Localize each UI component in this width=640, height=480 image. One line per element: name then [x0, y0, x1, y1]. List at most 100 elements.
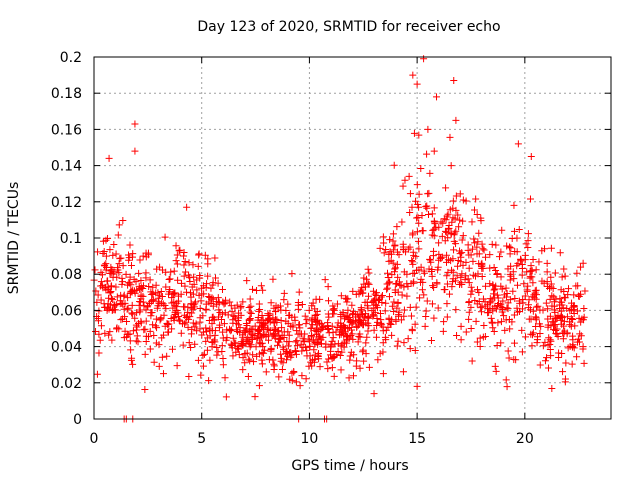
data-point — [229, 352, 237, 360]
data-point — [139, 252, 147, 260]
data-point — [298, 347, 306, 355]
data-point — [500, 312, 508, 320]
data-point — [181, 282, 189, 290]
data-point — [430, 284, 438, 292]
data-point — [324, 365, 332, 373]
data-point — [238, 342, 246, 350]
data-point — [444, 210, 452, 218]
data-point — [216, 309, 224, 317]
data-point — [158, 292, 166, 300]
data-point — [435, 223, 443, 231]
data-point — [128, 301, 136, 309]
data-point — [473, 286, 481, 294]
data-point — [294, 305, 302, 313]
data-point — [561, 272, 569, 280]
data-point — [123, 330, 131, 338]
data-point — [565, 285, 573, 293]
data-point — [387, 321, 395, 329]
data-point — [498, 304, 506, 312]
data-point — [551, 269, 559, 277]
data-point — [349, 372, 357, 380]
data-point — [251, 322, 259, 330]
data-point — [258, 360, 266, 368]
data-point — [489, 281, 497, 289]
data-point — [104, 235, 112, 243]
data-point — [404, 335, 412, 343]
data-point — [413, 228, 421, 236]
data-point — [93, 370, 101, 378]
data-point — [340, 339, 348, 347]
data-point — [109, 251, 117, 259]
data-point — [101, 329, 109, 337]
data-point — [171, 313, 179, 321]
data-point — [142, 253, 150, 261]
data-point — [229, 319, 237, 327]
data-point — [457, 322, 465, 330]
data-point — [415, 245, 423, 253]
data-point — [292, 338, 300, 346]
data-point — [180, 272, 188, 280]
data-point — [249, 351, 257, 359]
data-point — [394, 299, 402, 307]
data-point — [135, 282, 143, 290]
data-point — [518, 271, 526, 279]
data-point — [277, 350, 285, 358]
data-point — [219, 328, 227, 336]
y-tick-label: 0.18 — [51, 86, 82, 102]
data-point — [180, 261, 188, 269]
data-point — [133, 323, 141, 331]
data-point — [522, 240, 530, 248]
data-point — [497, 273, 505, 281]
data-point — [418, 227, 426, 235]
data-point — [232, 326, 240, 334]
data-point — [394, 337, 402, 345]
data-point — [309, 356, 317, 364]
data-point — [475, 260, 483, 268]
data-point — [127, 262, 135, 270]
data-point — [257, 282, 265, 290]
data-point — [303, 346, 311, 354]
data-point — [288, 351, 296, 359]
data-point — [137, 319, 145, 327]
data-point — [446, 133, 454, 141]
data-point — [414, 201, 422, 209]
data-point — [124, 281, 132, 289]
data-point — [124, 304, 132, 312]
data-point — [452, 192, 460, 200]
data-point — [187, 330, 195, 338]
data-point — [491, 285, 499, 293]
data-point — [479, 245, 487, 253]
data-point — [429, 226, 437, 234]
data-point — [490, 286, 498, 294]
data-point — [510, 311, 518, 319]
data-point — [295, 288, 303, 296]
data-point — [285, 331, 293, 339]
data-point — [106, 328, 114, 336]
data-point — [442, 216, 450, 224]
data-point — [424, 125, 432, 133]
data-point — [371, 309, 379, 317]
data-point — [241, 350, 249, 358]
data-point — [411, 347, 419, 355]
data-point — [573, 353, 581, 361]
data-point — [486, 251, 494, 259]
data-point — [310, 346, 318, 354]
data-point — [386, 236, 394, 244]
data-point — [518, 326, 526, 334]
data-point — [211, 254, 219, 262]
data-point — [325, 313, 333, 321]
data-point — [272, 315, 280, 323]
data-point — [415, 219, 423, 227]
data-point — [117, 316, 125, 324]
data-point — [428, 231, 436, 239]
data-point — [191, 340, 199, 348]
data-point — [278, 324, 286, 332]
data-point — [444, 256, 452, 264]
data-point — [382, 245, 390, 253]
data-point — [486, 280, 494, 288]
data-point — [399, 240, 407, 248]
data-point — [428, 272, 436, 280]
data-point — [474, 270, 482, 278]
data-point — [239, 298, 247, 306]
data-point — [526, 267, 534, 275]
